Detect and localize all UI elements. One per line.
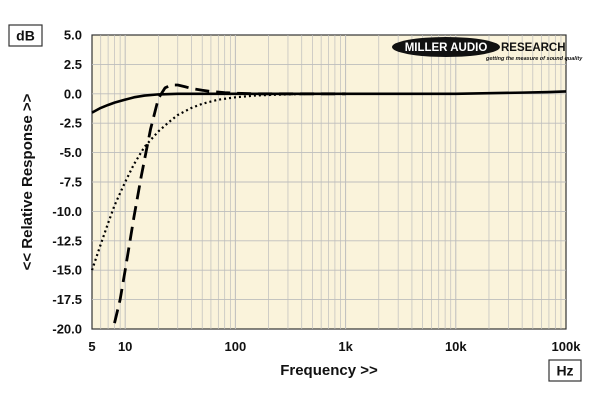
y-tick-label: -2.5 bbox=[60, 116, 82, 131]
series-line-dashed bbox=[113, 83, 346, 324]
x-tick-label: 100k bbox=[552, 339, 582, 354]
miller-audio-research-logo: MILLER AUDIO RESEARCH getting the measur… bbox=[392, 37, 583, 62]
y-tick-label: -12.5 bbox=[52, 233, 82, 248]
x-unit-label: Hz bbox=[556, 363, 573, 379]
y-tick-label: 5.0 bbox=[64, 28, 82, 43]
y-axis-title: << Relative Response >> bbox=[19, 93, 36, 270]
y-tick-label: 2.5 bbox=[64, 57, 82, 72]
x-tick-label: 10 bbox=[118, 339, 132, 354]
x-tick-labels: 5 10 100 1k 10k 100k bbox=[88, 339, 581, 354]
y-tick-label: -15.0 bbox=[52, 263, 82, 278]
x-tick-label: 10k bbox=[445, 339, 467, 354]
y-tick-label: -17.5 bbox=[52, 292, 82, 307]
x-axis-title: Frequency >> bbox=[280, 362, 378, 379]
logo-ellipse bbox=[392, 37, 500, 57]
y-tick-label: 0.0 bbox=[64, 86, 82, 101]
x-unit-box bbox=[548, 359, 582, 382]
y-unit-box bbox=[8, 24, 43, 47]
logo-brand-left: MILLER AUDIO bbox=[405, 42, 488, 54]
y-tick-label: -7.5 bbox=[60, 175, 82, 190]
series-line-dotted bbox=[90, 92, 346, 271]
logo-brand-right: RESEARCH bbox=[501, 42, 566, 54]
y-unit-label: dB bbox=[16, 28, 35, 44]
series-layer bbox=[90, 83, 567, 324]
y-tick-label: -20.0 bbox=[52, 322, 82, 337]
series-line-solid bbox=[91, 90, 567, 114]
grid-lines bbox=[92, 35, 566, 329]
y-tick-label: -10.0 bbox=[52, 204, 82, 219]
x-tick-label: 100 bbox=[225, 339, 247, 354]
y-tick-label: -5.0 bbox=[60, 145, 82, 160]
y-tick-labels: 5.0 2.5 0.0 -2.5 -5.0 -7.5 -10.0 -12.5 -15.0 -17.… bbox=[52, 28, 82, 337]
x-tick-label: 1k bbox=[338, 339, 353, 354]
x-tick-label: 5 bbox=[88, 339, 95, 354]
logo-tagline: getting the measure of sound quality bbox=[485, 56, 583, 62]
